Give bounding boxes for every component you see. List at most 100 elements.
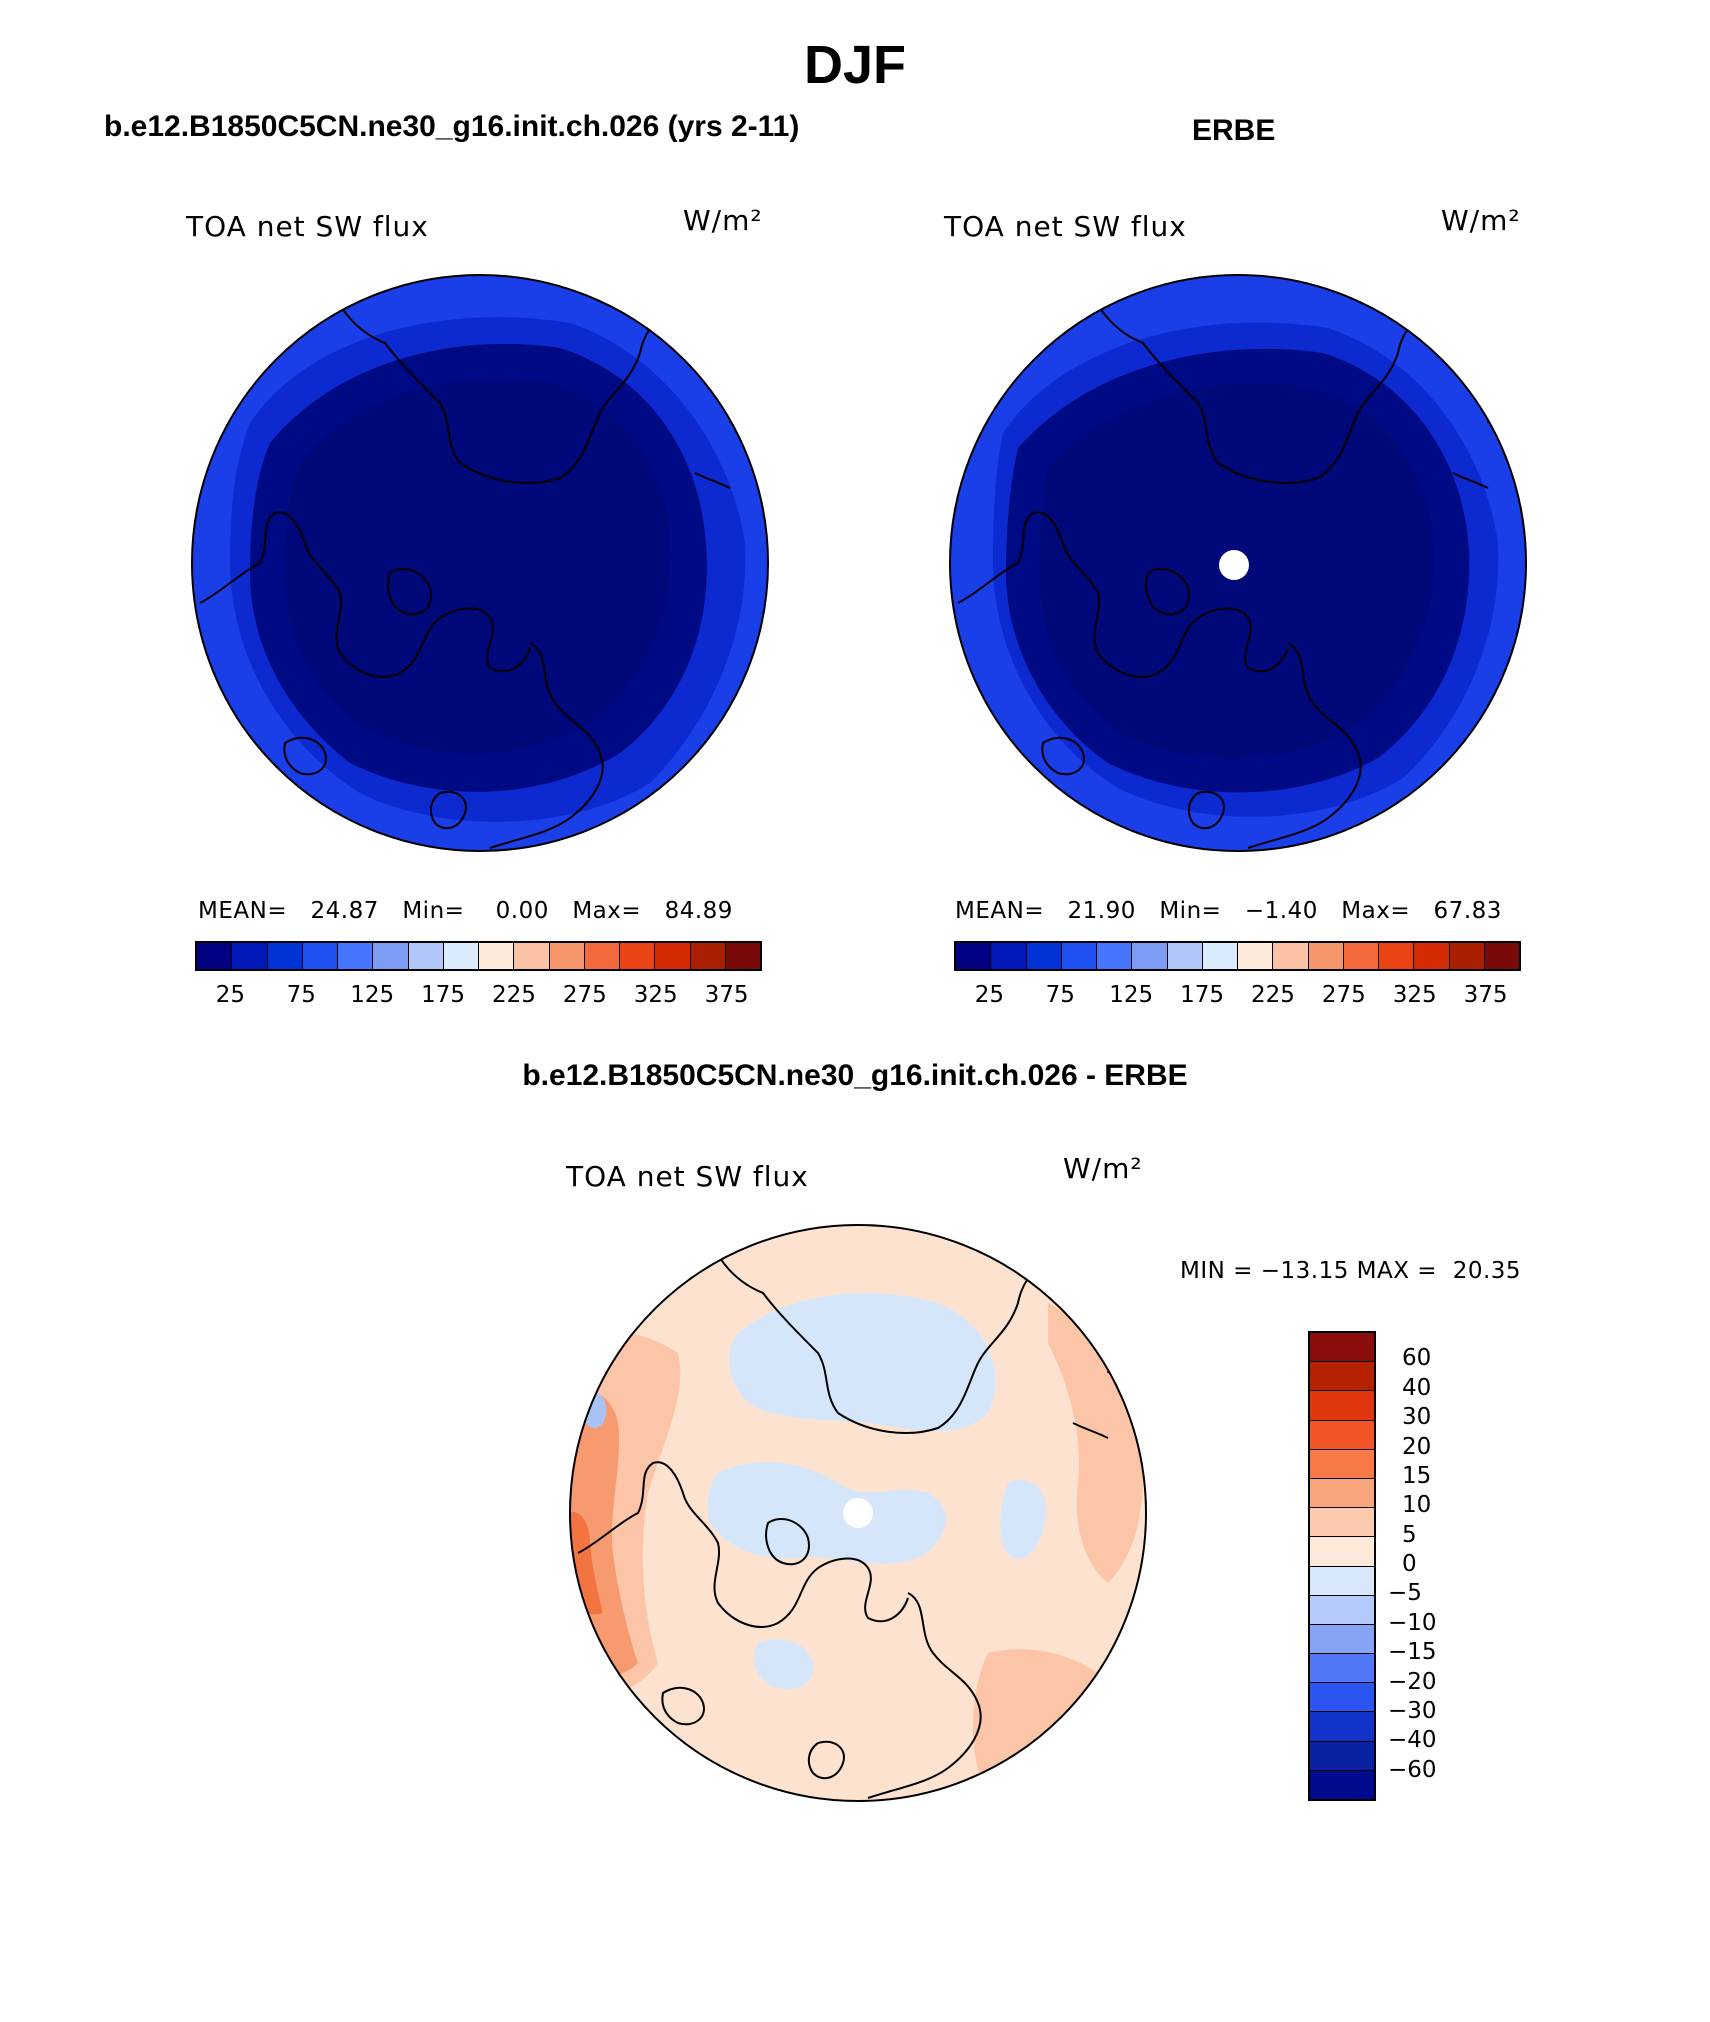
obs-colorbar-tick: 25 <box>974 982 1005 1008</box>
model-colorbar-tick: 275 <box>562 982 607 1008</box>
model-colorbar-swatch <box>725 943 760 969</box>
diff-positive-southeast <box>973 1649 1098 1793</box>
diff-negative-south <box>754 1639 814 1690</box>
model-colorbar-swatch <box>655 943 691 969</box>
model-colorbar-swatch <box>232 943 268 969</box>
diff-colorbar-swatch <box>1310 1770 1374 1799</box>
model-stats-line: MEAN= 24.87 Min= 0.00 Max= 84.89 <box>198 898 733 924</box>
obs-colorbar-tick: 175 <box>1180 982 1225 1008</box>
obs-colorbar-swatch <box>1238 943 1274 969</box>
diff-colorbar-tick: 60 <box>1402 1345 1432 1372</box>
obs-colorbar-swatch <box>1132 943 1168 969</box>
model-colorbar-swatch <box>373 943 409 969</box>
model-mean-value: 24.87 <box>310 898 379 924</box>
diff-colorbar-tick: −20 <box>1388 1668 1437 1695</box>
model-colorbar-tick: 75 <box>286 982 316 1008</box>
diff-colorbar-tick: −30 <box>1388 1697 1437 1724</box>
model-colorbar <box>195 941 762 971</box>
model-colorbar-swatch <box>197 943 233 969</box>
obs-colorbar-swatch <box>1343 943 1379 969</box>
obs-colorbar-swatch <box>1273 943 1309 969</box>
model-colorbar-swatch <box>514 943 550 969</box>
model-colorbar-swatch <box>338 943 374 969</box>
obs-colorbar-swatch <box>991 943 1027 969</box>
obs-colorbar-tick: 75 <box>1045 982 1075 1008</box>
diff-variable-label: TOA net SW flux <box>566 1160 809 1193</box>
diff-negative-north <box>729 1293 996 1432</box>
model-panel-title: b.e12.B1850C5CN.ne30_g16.init.ch.026 (yr… <box>104 110 800 143</box>
obs-colorbar-swatch <box>1449 943 1485 969</box>
obs-min-label: Min= <box>1159 898 1222 924</box>
model-colorbar-swatch <box>690 943 726 969</box>
model-colorbar-swatch <box>408 943 444 969</box>
obs-colorbar <box>954 941 1521 971</box>
model-colorbar-tick: 375 <box>704 982 749 1008</box>
obs-colorbar-ticks: 25 75 125 175 225 275 325 375 <box>954 982 1521 1012</box>
model-colorbar-swatch <box>479 943 515 969</box>
page-title: DJF <box>803 35 906 95</box>
obs-colorbar-swatch <box>1167 943 1203 969</box>
diff-colorbar-swatch <box>1310 1741 1374 1771</box>
diff-colorbar-tick: −15 <box>1388 1639 1437 1666</box>
model-min-value: 0.00 <box>495 898 549 924</box>
obs-colorbar-swatch <box>1484 943 1519 969</box>
diff-colorbar-tick: −10 <box>1388 1609 1437 1636</box>
diff-colorbar-swatch <box>1310 1449 1374 1479</box>
diff-colorbar-tick: −40 <box>1388 1727 1437 1754</box>
obs-colorbar-swatch <box>1379 943 1415 969</box>
obs-colorbar-tick: 125 <box>1109 982 1154 1008</box>
model-colorbar-tick: 325 <box>633 982 678 1008</box>
diff-colorbar-swatch <box>1310 1391 1374 1421</box>
obs-colorbar-swatch <box>956 943 992 969</box>
obs-colorbar-swatch <box>1061 943 1097 969</box>
model-colorbar-ticks: 25 75 125 175 225 275 325 375 <box>195 982 762 1012</box>
model-colorbar-swatch <box>267 943 303 969</box>
diff-colorbar-swatch <box>1310 1333 1374 1363</box>
obs-max-label: Max= <box>1341 898 1411 924</box>
diff-colorbar-swatch <box>1310 1537 1374 1567</box>
obs-colorbar-tick: 375 <box>1463 982 1508 1008</box>
model-colorbar-swatch <box>302 943 338 969</box>
diff-colorbar-tick: 5 <box>1402 1521 1417 1548</box>
obs-mean-value: 21.90 <box>1067 898 1136 924</box>
diff-colorbar-tick: 0 <box>1402 1551 1417 1577</box>
diff-polar-map <box>569 1224 1147 1802</box>
model-colorbar-tick: 225 <box>491 982 536 1008</box>
model-colorbar-swatch <box>620 943 656 969</box>
diff-colorbar-swatch <box>1310 1595 1374 1625</box>
model-colorbar-swatch <box>443 943 479 969</box>
diff-colorbar-tick: −60 <box>1388 1756 1437 1783</box>
obs-colorbar-swatch <box>1308 943 1344 969</box>
diff-colorbar-swatch <box>1310 1712 1374 1742</box>
diff-minmax-label: MIN = −13.15 MAX = 20.35 <box>1180 1258 1522 1284</box>
diff-colorbar-tick: 20 <box>1402 1433 1432 1460</box>
model-colorbar-tick: 175 <box>421 982 466 1008</box>
model-min-label: Min= <box>402 898 465 924</box>
diff-colorbar-swatch <box>1310 1683 1374 1713</box>
model-max-value: 84.89 <box>664 898 733 924</box>
diff-missing-pole <box>843 1498 873 1528</box>
obs-mean-label: MEAN= <box>955 898 1045 924</box>
diff-colorbar-swatch <box>1310 1654 1374 1684</box>
obs-units-label: W/m² <box>1441 204 1521 237</box>
diff-colorbar-swatch <box>1310 1478 1374 1509</box>
diff-colorbar-tick: 40 <box>1402 1374 1432 1401</box>
diff-coastlines <box>577 1232 1111 1799</box>
diff-colorbar <box>1308 1331 1376 1801</box>
obs-max-value: 67.83 <box>1433 898 1502 924</box>
diff-colorbar-tick: 15 <box>1402 1462 1432 1489</box>
model-variable-label: TOA net SW flux <box>186 210 429 243</box>
model-colorbar-swatch <box>549 943 585 969</box>
obs-missing-pole <box>1219 550 1249 580</box>
diff-colorbar-swatch <box>1310 1362 1374 1392</box>
diff-units-label: W/m² <box>1063 1152 1143 1185</box>
model-max-label: Max= <box>572 898 642 924</box>
diff-colorbar-tick: 30 <box>1402 1404 1432 1431</box>
obs-colorbar-swatch <box>1414 943 1450 969</box>
model-colorbar-tick: 125 <box>350 982 395 1008</box>
diff-panel-title: b.e12.B1850C5CN.ne30_g16.init.ch.026 - E… <box>522 1059 1188 1092</box>
model-polar-map <box>191 274 769 852</box>
diff-colorbar-swatch <box>1310 1566 1374 1596</box>
obs-colorbar-tick: 225 <box>1250 982 1295 1008</box>
model-core-field <box>285 378 671 754</box>
